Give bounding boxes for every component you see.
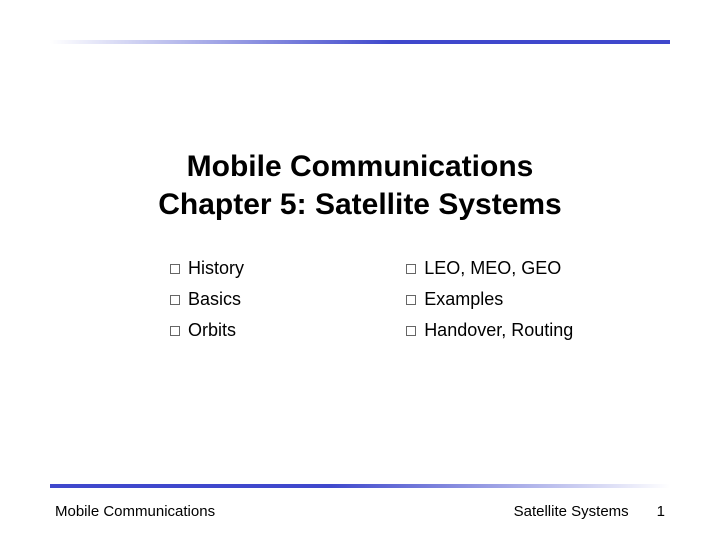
slide-title: Mobile Communications Chapter 5: Satelli… xyxy=(0,148,720,223)
page-number: 1 xyxy=(657,503,665,520)
bullet-text: History xyxy=(188,258,244,279)
title-line-2: Chapter 5: Satellite Systems xyxy=(0,186,720,224)
bullet-text: LEO, MEO, GEO xyxy=(424,258,561,279)
bullet-text: Basics xyxy=(188,289,241,310)
bullet-text: Handover, Routing xyxy=(424,320,573,341)
list-item: LEO, MEO, GEO xyxy=(406,258,600,279)
bullet-text: Orbits xyxy=(188,320,236,341)
list-item: Basics xyxy=(170,289,346,310)
square-bullet-icon xyxy=(170,295,180,305)
square-bullet-icon xyxy=(170,326,180,336)
square-bullet-icon xyxy=(406,264,416,274)
list-item: Handover, Routing xyxy=(406,320,600,341)
title-line-1: Mobile Communications xyxy=(0,148,720,186)
footer-section-label: Satellite Systems xyxy=(514,503,629,520)
footer-right: Satellite Systems 1 xyxy=(514,503,665,520)
bullet-text: Examples xyxy=(424,289,503,310)
square-bullet-icon xyxy=(406,326,416,336)
list-item: Examples xyxy=(406,289,600,310)
bullet-column-right: LEO, MEO, GEO Examples Handover, Routing xyxy=(406,258,600,341)
list-item: History xyxy=(170,258,346,279)
slide-footer: Mobile Communications Satellite Systems … xyxy=(55,503,665,520)
list-item: Orbits xyxy=(170,320,346,341)
bottom-divider xyxy=(50,484,670,488)
top-divider xyxy=(50,40,670,44)
square-bullet-icon xyxy=(406,295,416,305)
bullet-columns: History Basics Orbits LEO, MEO, GEO Exam… xyxy=(170,258,600,341)
bullet-column-left: History Basics Orbits xyxy=(170,258,346,341)
square-bullet-icon xyxy=(170,264,180,274)
footer-left: Mobile Communications xyxy=(55,503,215,520)
